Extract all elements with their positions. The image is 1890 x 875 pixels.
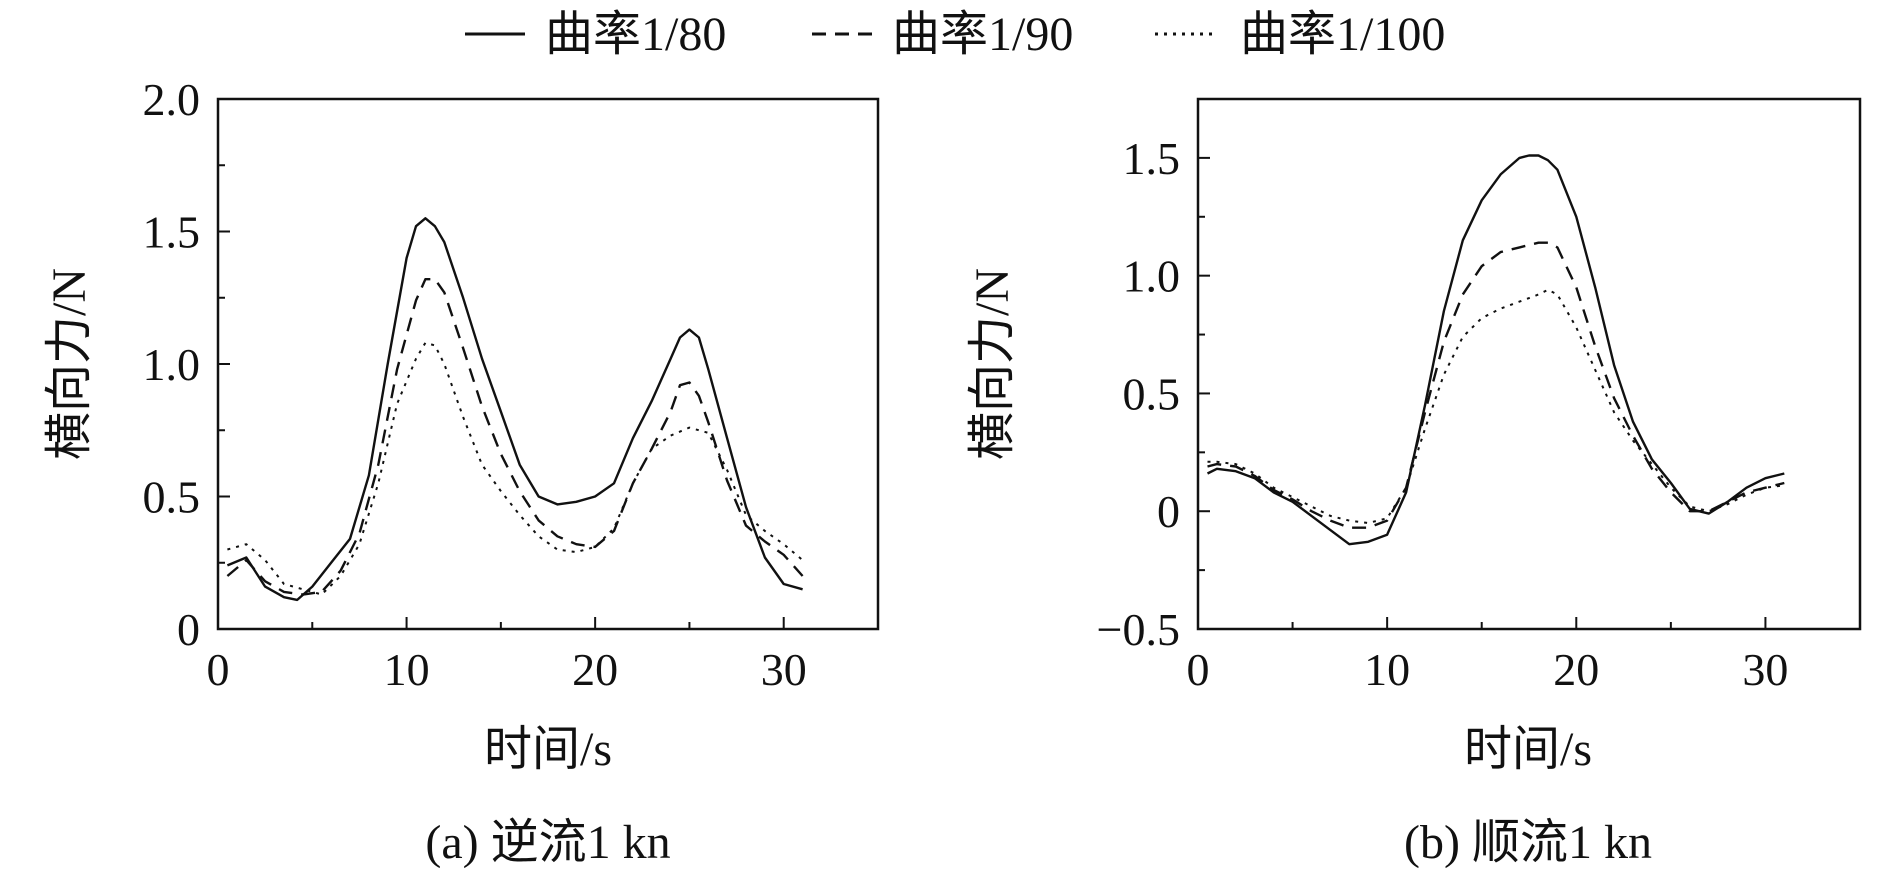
x-tick-label-b: 30	[1742, 644, 1788, 695]
chart-panel-b: 0 10 20 30−0.500.51.01.5 时间/s 横向力/N (b) 顺流1…	[966, 97, 1862, 869]
legend-label-1-90: 曲率1/90	[892, 8, 1073, 61]
legend-label-1-80: 曲率1/80	[545, 8, 726, 61]
x-tick-label-a: 10	[384, 644, 430, 695]
plot-frame-b	[1196, 97, 1862, 631]
x-tick-label-b: 20	[1553, 644, 1599, 695]
y-tick-label-a: 2.0	[143, 74, 201, 125]
series-line-dotted-b	[1207, 288, 1785, 524]
x-tick-label-b: 0	[1187, 644, 1210, 695]
y-tick-label-b: 0	[1157, 486, 1180, 537]
y-tick-label-a: 1.5	[143, 207, 201, 258]
series-line-dashed-b	[1207, 241, 1785, 529]
series-group-a	[226, 217, 804, 602]
legend-label-1-100: 曲率1/100	[1240, 8, 1445, 61]
series-group-b	[1206, 154, 1785, 546]
axis-ticks-a: 0 10 20 30 0 0.5 1.0 1.5 2.0	[143, 74, 879, 695]
y-tick-label-a: 0.5	[143, 472, 201, 523]
x-axis-title-a: 时间/s	[484, 723, 612, 776]
legend: 曲率1/80 曲率1/90 曲率1/100	[465, 8, 1445, 61]
series-line-solid-a	[226, 217, 803, 602]
y-axis-title-a: 横向力/N	[43, 268, 96, 460]
x-tick-label-b: 10	[1364, 644, 1410, 695]
axis-ticks-b: 0 10 20 30−0.500.51.01.5	[1097, 98, 1861, 695]
x-tick-label-a: 20	[572, 644, 618, 695]
caption-b: (b) 顺流1 kn	[1404, 816, 1652, 869]
chart-panel-a: 0 10 20 30 0 0.5 1.0 1.5 2.0 时间/s 横向力/N (a) 逆流1 …	[43, 74, 880, 869]
series-line-dotted-a	[227, 341, 804, 596]
y-tick-label-a: 1.0	[143, 339, 201, 390]
series-line-solid-b	[1206, 154, 1785, 546]
y-tick-label-b: 0.5	[1123, 368, 1181, 419]
x-tick-label-a: 30	[761, 644, 807, 695]
y-tick-label-b: 1.0	[1123, 251, 1181, 302]
y-tick-label-b: 1.5	[1123, 133, 1181, 184]
series-line-dashed-a	[226, 278, 804, 596]
caption-a: (a) 逆流1 kn	[425, 816, 670, 869]
y-tick-label-b: −0.5	[1097, 604, 1180, 655]
y-tick-label-a: 0	[177, 604, 200, 655]
y-axis-title-b: 横向力/N	[966, 268, 1019, 460]
x-tick-label-a: 0	[207, 644, 230, 695]
plot-frame-a	[216, 97, 880, 631]
x-axis-title-b: 时间/s	[1464, 723, 1592, 776]
